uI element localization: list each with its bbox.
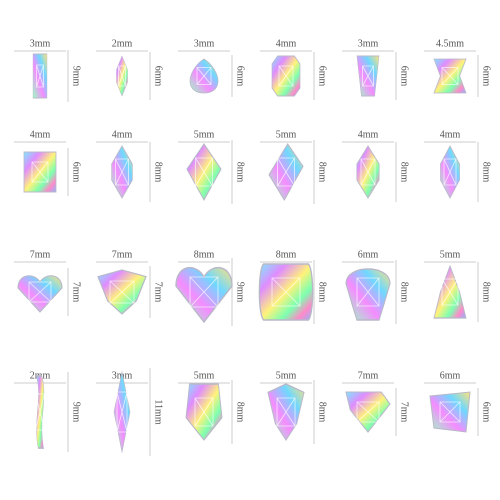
crystal-facets [444, 159, 456, 185]
width-label: 5mm [194, 129, 215, 140]
height-label: 8mm [399, 162, 410, 183]
width-label: 3mm [194, 38, 215, 49]
width-label: 8mm [276, 249, 297, 260]
crystal-facets [195, 398, 213, 426]
height-label: 9mm [71, 66, 82, 87]
crystal-facets [116, 159, 129, 185]
crystal-cell: 2mm 6mm [96, 38, 164, 100]
crystal-cell: 5mm 8mm [424, 249, 492, 322]
crystal-cell: 3mm 6mm [178, 38, 246, 97]
height-label: 8mm [317, 402, 328, 423]
width-label: 3mm [358, 38, 379, 49]
height-label: 8mm [317, 282, 328, 303]
height-label: 8mm [399, 282, 410, 303]
crystal-cell: 3mm 9mm [14, 38, 82, 102]
crystal-facets [357, 278, 379, 306]
crystal-facets [37, 65, 44, 87]
height-label: 7mm [399, 402, 410, 423]
crystal-facets [196, 158, 213, 186]
width-label: 5mm [440, 249, 461, 260]
width-label: 4mm [30, 129, 51, 140]
crystal [175, 266, 233, 324]
height-label: 6mm [317, 66, 328, 87]
crystal-facets [278, 158, 295, 186]
width-label: 4.5mm [436, 38, 464, 49]
crystal-cell: 7mm 7mm [14, 249, 82, 316]
height-label: 7mm [71, 282, 82, 303]
width-label: 8mm [194, 249, 215, 260]
height-label: 11mm [153, 399, 164, 424]
crystal-facets [442, 68, 458, 85]
crystal-cell: 6mm 8mm [342, 249, 410, 324]
height-label: 6mm [235, 66, 246, 87]
width-label: 3mm [30, 38, 51, 49]
height-label: 6mm [399, 66, 410, 87]
height-label: 7mm [153, 282, 164, 303]
crystal-cell: 5mm 8mm [178, 370, 246, 444]
crystal-cell: 8mm 8mm [258, 249, 328, 324]
crystal-facets [357, 402, 379, 422]
crystal-cell: 7mm 7mm [96, 249, 164, 318]
width-label: 4mm [112, 129, 133, 140]
width-label: 4mm [276, 38, 297, 49]
crystal-cell: 4mm 8mm [342, 129, 410, 202]
height-label: 6mm [481, 66, 492, 87]
width-label: 5mm [276, 129, 297, 140]
crystal-facets [117, 392, 127, 432]
crystal-cell: 5mm 8mm [178, 129, 246, 204]
crystal-cell: 6mm 6mm [424, 370, 492, 436]
crystal-facets [119, 66, 126, 86]
height-label: 9mm [235, 282, 246, 303]
width-label: 6mm [358, 249, 379, 260]
crystal-facets [272, 278, 300, 306]
crystal-cell: 4mm 6mm [14, 129, 82, 196]
crystal-cell: 4.5mm 6mm [424, 38, 492, 97]
crystal-facets [197, 68, 211, 85]
height-label: 8mm [317, 162, 328, 183]
crystal-facets [110, 281, 134, 303]
width-label: 5mm [276, 370, 297, 381]
height-label: 8mm [235, 162, 246, 183]
width-label: 6mm [440, 370, 461, 381]
crystal-facets [190, 277, 218, 307]
crystal-cell: 4mm 6mm [260, 38, 328, 100]
crystal-facets [279, 66, 293, 86]
crystal-cell: 8mm 9mm [175, 249, 246, 326]
width-label: 5mm [194, 370, 215, 381]
crystal [345, 268, 391, 321]
crystal-cell: 4mm 8mm [96, 129, 164, 202]
height-label: 8mm [481, 162, 492, 183]
crystal [17, 275, 63, 313]
width-label: 7mm [112, 249, 133, 260]
crystal-cell: 5mm 8mm [260, 129, 328, 204]
height-label: 6mm [481, 402, 492, 423]
height-label: 6mm [153, 66, 164, 87]
height-label: 6mm [71, 162, 82, 183]
crystal-facets [363, 66, 374, 86]
height-label: 8mm [235, 402, 246, 423]
crystal-cell: 3mm11mm [96, 368, 164, 456]
crystal-facets [277, 398, 295, 426]
crystal-facets [36, 394, 45, 430]
width-label: 4mm [440, 129, 461, 140]
width-label: 4mm [358, 129, 379, 140]
crystal-cell: 4mm 8mm [424, 129, 492, 202]
crystal-facets [361, 159, 375, 185]
crystal-facets [442, 279, 458, 305]
height-label: 9mm [71, 402, 82, 423]
crystal-facets [32, 162, 48, 182]
width-label: 2mm [112, 38, 133, 49]
width-label: 7mm [30, 249, 51, 260]
width-label: 7mm [358, 370, 379, 381]
crystal-cell: 2mm9mm [14, 370, 82, 452]
crystal-facets [29, 282, 51, 302]
height-label: 8mm [481, 282, 492, 303]
height-label: 8mm [153, 162, 164, 183]
crystal-cell: 5mm 8mm [260, 370, 328, 444]
crystal-facets [440, 402, 460, 422]
crystal-cell: 3mm 6mm [342, 38, 410, 100]
crystal-cell: 7mm 7mm [342, 370, 410, 436]
